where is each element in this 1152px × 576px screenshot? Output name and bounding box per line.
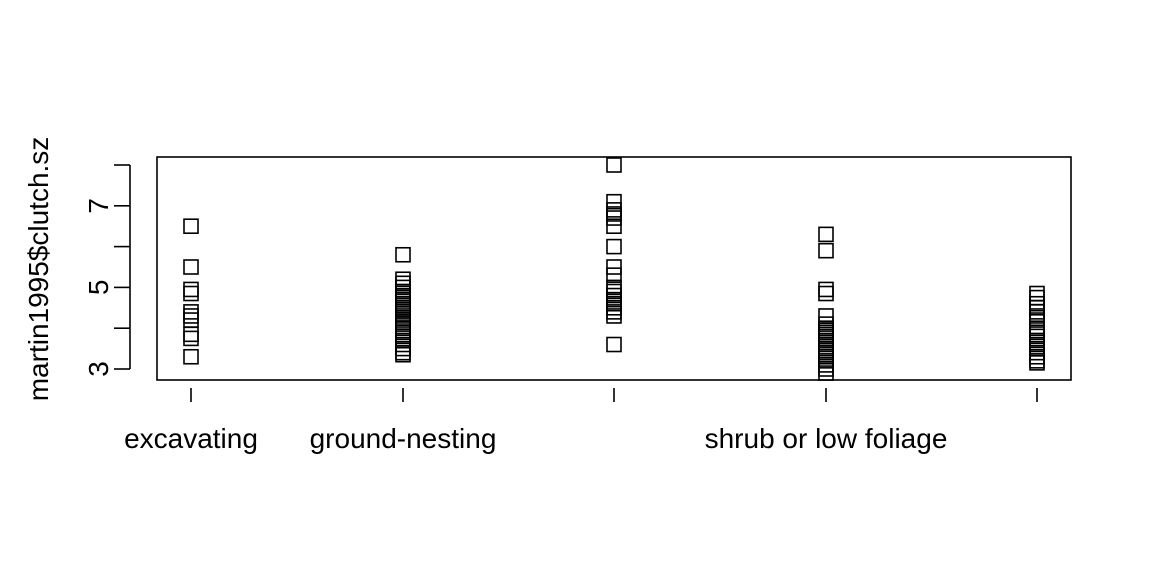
data-point xyxy=(183,304,199,320)
data-point xyxy=(606,336,622,353)
x-tick-label: excavating xyxy=(124,423,258,454)
data-point xyxy=(818,281,834,298)
data-point xyxy=(183,330,199,347)
data-point xyxy=(395,246,411,263)
data-point xyxy=(1029,289,1045,306)
data-point xyxy=(606,193,622,210)
data-point xyxy=(183,348,199,365)
data-point xyxy=(183,259,199,275)
y-tick-label: 5 xyxy=(83,280,114,296)
data-point xyxy=(818,226,834,243)
data-point xyxy=(183,308,199,324)
data-point xyxy=(606,267,622,283)
data-point xyxy=(818,285,834,302)
data-point xyxy=(606,259,622,275)
data-point xyxy=(606,238,622,255)
data-point xyxy=(606,308,622,324)
plot-frame xyxy=(156,156,1072,381)
data-point xyxy=(606,218,622,234)
x-tick-label: shrub or low foliage xyxy=(705,423,948,454)
data-point xyxy=(183,218,199,234)
data-point xyxy=(395,346,411,363)
data-point xyxy=(1029,304,1045,320)
data-point xyxy=(183,281,199,298)
x-axis: excavating ground-nesting shrub or low fol… xyxy=(124,388,1038,454)
data-point xyxy=(183,312,199,328)
y-axis: 3 5 7 xyxy=(83,164,131,377)
data-point xyxy=(183,285,199,302)
data-point xyxy=(183,326,199,343)
data-point xyxy=(1029,355,1045,371)
data-point xyxy=(606,202,622,218)
data-point xyxy=(606,157,622,173)
y-tick-label: 3 xyxy=(83,361,114,377)
y-axis-label: martin1995$clutch.sz xyxy=(23,137,54,402)
x-tick-label: ground-nesting xyxy=(310,423,497,454)
data-point xyxy=(1029,285,1045,302)
data-point xyxy=(1029,312,1045,328)
data-point xyxy=(818,242,834,259)
data-point xyxy=(606,210,622,226)
y-tick-label: 7 xyxy=(83,198,114,214)
data-points xyxy=(183,157,1045,381)
data-point xyxy=(818,365,834,381)
